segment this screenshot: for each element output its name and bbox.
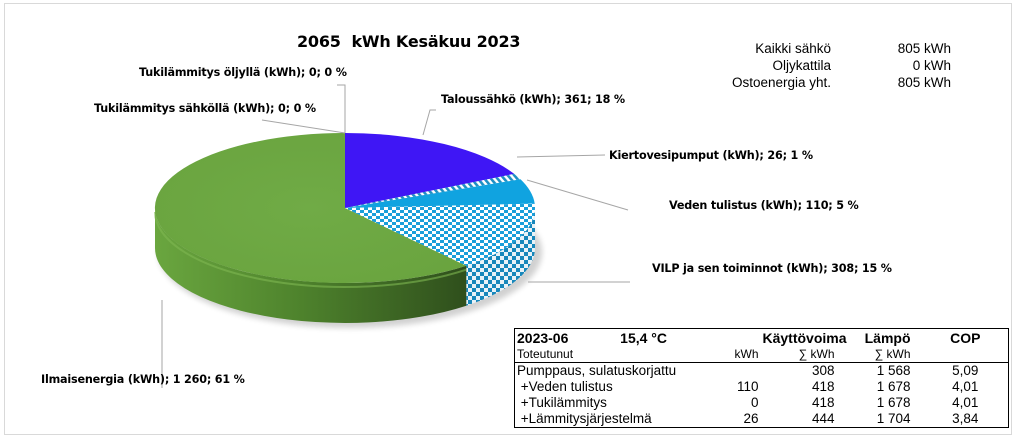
summary-label: Kaikki sähkö: [755, 41, 831, 56]
header-kwh: kWh: [684, 346, 761, 363]
label-kiertovesipumput: Kiertovesipumput (kWh); 26; 1 %: [609, 149, 813, 162]
row-cop: 5,09: [952, 363, 979, 378]
header-cop-sub: [922, 346, 1009, 363]
cop-table: 2023-06 15,4 °C Käyttövoima Lämpö COP To…: [514, 328, 1009, 428]
table-header-row: 2023-06 15,4 °C Käyttövoima Lämpö COP: [515, 329, 1009, 347]
row-cop: 3,84: [952, 411, 979, 426]
temperature: 15,4 °C: [620, 329, 668, 346]
table-row: +Tukilämmitys 0 418 1 678 4,01: [515, 395, 1009, 411]
slice-ilmaisenergia: [154, 132, 467, 283]
summary-row: Kaikki sähkö 805 kWh: [716, 40, 951, 57]
label-ilmaisenergia: Ilmaisenergia (kWh); 1 260; 61 %: [41, 373, 245, 386]
table-row: Pumppaus, sulatuskorjattu 308 1 568 5,09: [515, 363, 1009, 380]
slice-taloussahko: [345, 133, 515, 208]
summary-label: Ostoenergia yht.: [731, 75, 831, 90]
header-kayttovoima: Käyttövoima: [762, 329, 847, 346]
row-kwh: 110: [736, 379, 759, 394]
period-value: 2023-06: [517, 329, 569, 346]
row-sum-kwh: 444: [811, 411, 835, 426]
row-sum-kwh: 418: [811, 379, 835, 394]
summary-value: 805 kWh: [897, 75, 951, 90]
header-cop: COP: [950, 329, 981, 346]
table-row: +Lämmitysjärjestelmä 26 444 1 704 3,84: [515, 411, 1009, 428]
summary-row: Ostoenergia yht. 805 kWh: [716, 74, 951, 91]
row-sum-kwh: 418: [811, 395, 835, 410]
chart-title: 2065 kWh Kesäkuu 2023: [297, 32, 521, 51]
label-vilp: VILP ja sen toiminnot (kWh); 308; 15 %: [652, 262, 892, 275]
summary-value: 805 kWh: [897, 41, 951, 56]
row-lampo: 1 678: [876, 395, 911, 410]
row-sum-kwh: 308: [811, 363, 835, 378]
row-lampo: 1 678: [876, 379, 911, 394]
row-kwh: [685, 363, 761, 380]
row-label: +Tukilämmitys: [517, 395, 607, 410]
row-cop: 4,01: [952, 395, 979, 410]
summary-label: Oljykattila: [772, 58, 831, 73]
slice-kiertovesipumput: [345, 173, 521, 208]
row-label: +Lämmitysjärjestelmä: [517, 411, 652, 426]
label-tukilammitys-sahkolla: Tukilämmitys sähköllä (kWh); 0; 0 %: [94, 102, 316, 115]
pie-side-vilp: [466, 208, 535, 306]
row-cop: 4,01: [952, 379, 979, 394]
label-taloussahko: Taloussähkö (kWh); 361; 18 %: [441, 93, 625, 106]
table-subheader-row: Toteutunut kWh ∑ kWh ∑ kWh: [514, 346, 1009, 363]
header-lampo-sum: ∑ kWh: [836, 346, 923, 363]
pie-side-ilmais: [155, 208, 467, 323]
summary-value: 0 kWh: [912, 58, 951, 73]
row-label: Pumppaus, sulatuskorjattu: [517, 363, 677, 378]
header-sum-kwh: ∑ kWh: [760, 346, 837, 363]
row-kwh: 26: [743, 411, 759, 426]
slice-veden-tulistus: [345, 179, 535, 208]
slice-vilp: [345, 203, 536, 266]
row-lampo: 1 568: [876, 363, 911, 378]
row-lampo: 1 704: [876, 411, 911, 426]
summary-row: Oljykattila 0 kWh: [716, 57, 951, 74]
label-veden-tulistus: Veden tulistus (kWh); 110; 5 %: [669, 199, 859, 212]
label-tukilammitys-oljylla: Tukilämmitys öljyllä (kWh); 0; 0 %: [139, 66, 347, 79]
header-toteutunut: Toteutunut: [514, 346, 685, 363]
row-label: +Veden tulistus: [517, 379, 613, 394]
energy-summary: Kaikki sähkö 805 kWh Oljykattila 0 kWh O…: [716, 40, 951, 91]
table-row: +Veden tulistus 110 418 1 678 4,01: [515, 379, 1009, 395]
leader-lines: [161, 84, 630, 388]
period: 2023-06 15,4 °C: [515, 329, 685, 347]
header-lampo: Lämpö: [864, 329, 911, 346]
row-kwh: 0: [750, 395, 759, 410]
